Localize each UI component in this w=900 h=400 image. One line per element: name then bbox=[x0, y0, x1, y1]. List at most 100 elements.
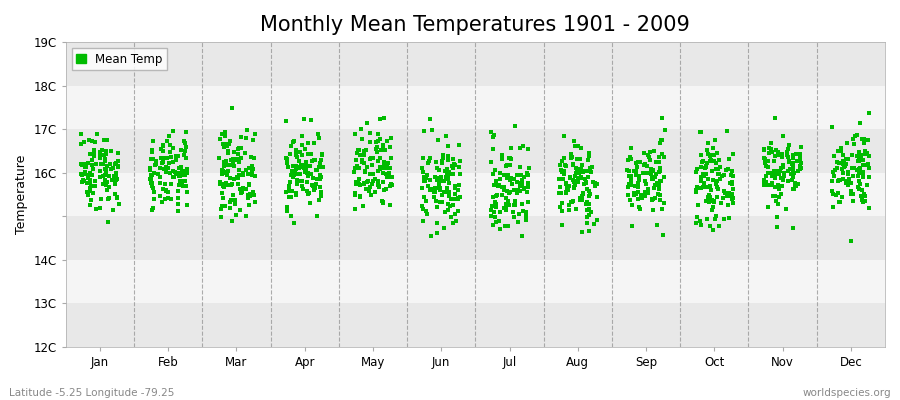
Point bbox=[298, 146, 312, 153]
Point bbox=[580, 174, 595, 180]
Point bbox=[567, 184, 581, 190]
Point bbox=[163, 142, 177, 148]
Point bbox=[424, 233, 438, 240]
Point bbox=[96, 173, 111, 180]
Point bbox=[231, 167, 246, 174]
Point bbox=[841, 156, 855, 162]
Point bbox=[582, 205, 597, 212]
Point bbox=[518, 186, 532, 192]
Point bbox=[217, 159, 231, 166]
Point bbox=[75, 172, 89, 178]
Point bbox=[703, 184, 717, 190]
Point bbox=[243, 193, 257, 200]
Point bbox=[446, 202, 461, 208]
Point bbox=[625, 182, 639, 188]
Point bbox=[856, 174, 870, 180]
Point bbox=[166, 128, 180, 134]
Point bbox=[694, 185, 708, 191]
Point bbox=[844, 238, 859, 244]
Point bbox=[649, 170, 663, 177]
Point bbox=[860, 182, 874, 188]
Point bbox=[84, 170, 98, 176]
Point bbox=[93, 155, 107, 161]
Point bbox=[576, 190, 590, 197]
Point bbox=[712, 171, 726, 177]
Point bbox=[448, 183, 463, 190]
Point bbox=[102, 184, 116, 190]
Point bbox=[776, 163, 790, 170]
Bar bbox=[66, 42, 885, 86]
Point bbox=[697, 180, 711, 186]
Point bbox=[759, 162, 773, 169]
Point bbox=[165, 181, 179, 187]
Point bbox=[552, 190, 566, 196]
Point bbox=[311, 135, 326, 142]
Point bbox=[717, 172, 732, 178]
Point bbox=[759, 160, 773, 166]
Point bbox=[308, 185, 322, 191]
Point bbox=[760, 178, 774, 185]
Point bbox=[631, 188, 645, 195]
Point bbox=[652, 169, 666, 176]
Point bbox=[706, 176, 721, 183]
Point bbox=[348, 179, 363, 186]
Point bbox=[859, 162, 873, 168]
Point bbox=[82, 188, 96, 194]
Point bbox=[292, 164, 306, 171]
Point bbox=[417, 174, 431, 181]
Point bbox=[232, 159, 247, 166]
Point bbox=[216, 194, 230, 201]
Point bbox=[241, 202, 256, 208]
Point bbox=[166, 159, 180, 166]
Point bbox=[154, 155, 168, 162]
Point bbox=[416, 155, 430, 161]
Point bbox=[629, 190, 643, 197]
Point bbox=[513, 145, 527, 151]
Point bbox=[214, 205, 229, 212]
Point bbox=[369, 139, 383, 145]
Point bbox=[448, 191, 463, 197]
Point bbox=[228, 201, 242, 208]
Point bbox=[757, 155, 771, 162]
Point bbox=[632, 204, 646, 210]
Point bbox=[418, 174, 433, 181]
Point bbox=[294, 142, 309, 148]
Point bbox=[793, 157, 807, 163]
Point bbox=[693, 178, 707, 184]
Point bbox=[437, 189, 452, 195]
Point bbox=[488, 202, 502, 208]
Point bbox=[156, 159, 170, 165]
Point bbox=[569, 205, 583, 212]
Point bbox=[347, 190, 362, 196]
Point bbox=[500, 198, 515, 204]
Point bbox=[220, 143, 234, 149]
Point bbox=[489, 200, 503, 207]
Point bbox=[179, 144, 194, 150]
Point bbox=[105, 176, 120, 183]
Point bbox=[363, 139, 377, 145]
Point bbox=[489, 177, 503, 184]
Point bbox=[105, 165, 120, 172]
Point bbox=[648, 182, 662, 188]
Point bbox=[158, 196, 173, 202]
Point bbox=[98, 172, 112, 178]
Point bbox=[292, 178, 306, 185]
Point bbox=[647, 174, 662, 180]
Point bbox=[572, 170, 586, 176]
Point bbox=[382, 170, 396, 176]
Point bbox=[104, 166, 119, 172]
Point bbox=[438, 168, 453, 174]
Bar bbox=[66, 260, 885, 304]
Point bbox=[302, 190, 316, 197]
Point bbox=[768, 171, 782, 178]
Point bbox=[147, 196, 161, 202]
Point bbox=[486, 146, 500, 152]
Point bbox=[574, 193, 589, 199]
Point bbox=[87, 149, 102, 156]
Point bbox=[487, 208, 501, 215]
Point bbox=[280, 204, 294, 210]
Point bbox=[629, 168, 643, 174]
Point bbox=[855, 199, 869, 205]
Point bbox=[440, 170, 454, 176]
Point bbox=[793, 166, 807, 173]
